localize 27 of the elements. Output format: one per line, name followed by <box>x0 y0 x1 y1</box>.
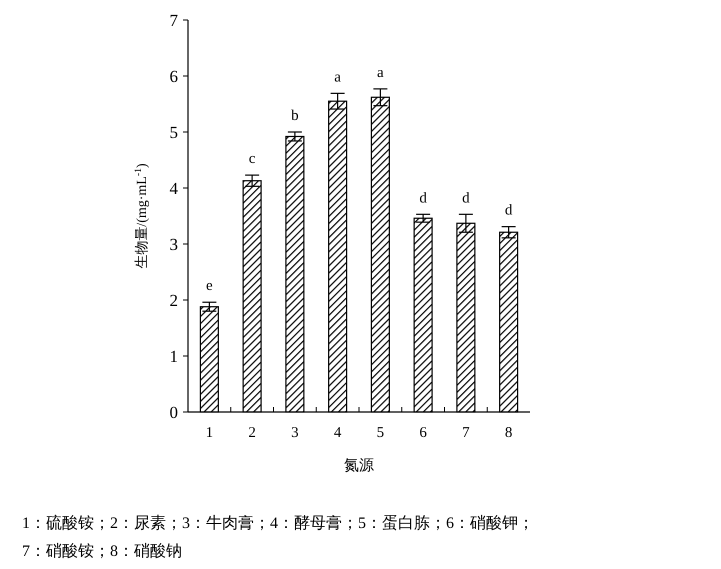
text: 7：硝酸铵；8：硝酸钠 <box>22 542 182 560</box>
x-tick-label: 4 <box>334 425 342 441</box>
y-tick-label: 0 <box>170 402 178 422</box>
annotation: d <box>462 190 470 206</box>
x-tick-label: 7 <box>462 425 470 441</box>
text: 1：硫酸铵；2：尿素；3：牛肉膏；4：酵母膏；5：蛋白胨；6：硝酸钾； <box>22 514 534 532</box>
annotation: c <box>248 151 256 168</box>
y-tick-label: 5 <box>170 122 178 142</box>
x-tick-label: 1 <box>206 425 214 441</box>
x-tick-label: 5 <box>376 425 384 441</box>
y-tick-label: 1 <box>170 346 178 366</box>
annotation: d <box>504 202 513 219</box>
x-axis-title: 氮源 <box>344 457 374 474</box>
x-tick-label: 6 <box>419 425 428 441</box>
y-tick-label: 7 <box>170 10 178 30</box>
y-tick-label: 2 <box>170 290 178 310</box>
x-tick-label: 2 <box>248 425 256 441</box>
annotation: e <box>206 278 214 294</box>
annotation: a <box>334 69 342 86</box>
annotation: d <box>419 190 428 206</box>
x-tick-label: 8 <box>504 425 512 441</box>
x-tick-label: 3 <box>291 425 299 441</box>
annotation: a <box>377 64 384 81</box>
y-tick-label: 3 <box>170 234 178 254</box>
y-tick-label: 6 <box>170 66 178 86</box>
annotation: b <box>291 108 299 124</box>
y-tick-label: 4 <box>170 178 178 198</box>
